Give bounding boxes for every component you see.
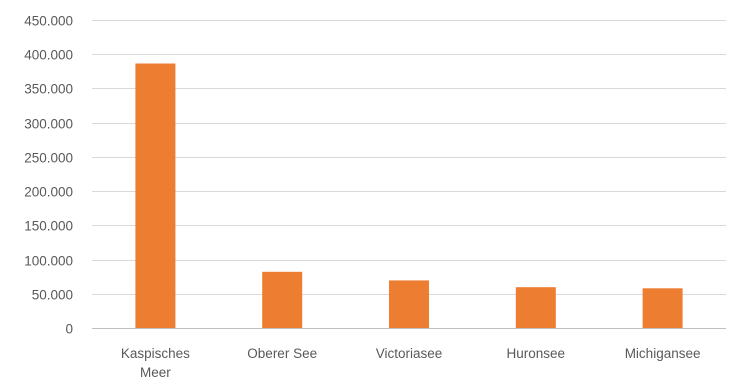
y-tick-label: 200.000 [24, 185, 73, 200]
y-tick-label: 450.000 [24, 14, 73, 29]
x-axis-category-labels: Kaspisches Meer Oberer See Victoriasee Huron… [121, 346, 701, 380]
gridlines [92, 20, 726, 295]
bars [135, 63, 683, 328]
y-tick-label: 300.000 [24, 117, 73, 132]
x-category-label: Michigansee [625, 346, 701, 361]
bar [135, 63, 176, 328]
y-tick-label: 100.000 [24, 254, 73, 269]
x-category-label: Victoriasee [376, 346, 443, 361]
bar [262, 271, 303, 328]
x-category-label: Huronsee [507, 346, 566, 361]
y-tick-label: 400.000 [24, 48, 73, 63]
x-category-label: Kaspisches Meer [121, 346, 190, 380]
y-axis-tick-labels: 0 50.000 100.000 150.000 200.000 250.000 300.0… [24, 14, 73, 337]
bar [389, 280, 429, 328]
bar [515, 287, 556, 328]
x-category-label: Oberer See [247, 346, 317, 361]
y-tick-label: 50.000 [32, 288, 73, 303]
y-tick-label: 150.000 [24, 219, 73, 234]
y-tick-label: 250.000 [24, 151, 73, 166]
bar [642, 288, 683, 328]
y-tick-label: 350.000 [24, 82, 73, 97]
y-tick-label: 0 [65, 322, 73, 337]
